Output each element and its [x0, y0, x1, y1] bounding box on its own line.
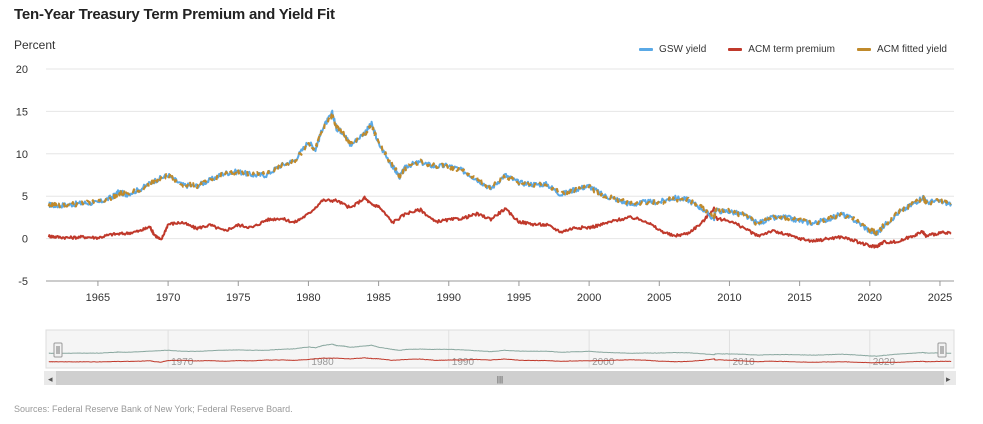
series-line-acm-term-premium[interactable]: [47, 195, 952, 249]
legend-swatch-gsw: [639, 48, 654, 51]
scroll-right-arrow-icon[interactable]: ▸: [946, 374, 951, 384]
x-tick-label: 1985: [366, 292, 390, 304]
x-tick-label: 1975: [226, 292, 250, 304]
scrollbar-thumb[interactable]: [56, 371, 944, 385]
y-tick-label: 0: [22, 234, 28, 246]
x-tick-label: 2020: [858, 292, 882, 304]
x-tick-label: 2025: [928, 292, 952, 304]
legend-item-acm-fitted-yield[interactable]: ACM fitted yield: [856, 44, 947, 55]
scrollbar-grip-icon: |||: [497, 375, 503, 384]
source-note: Sources: Federal Reserve Bank of New Yor…: [14, 404, 293, 414]
y-tick-label: 10: [16, 149, 28, 161]
series-line-gsw-yield[interactable]: [48, 109, 953, 237]
y-tick-label: 5: [22, 191, 28, 203]
x-tick-label: 1990: [437, 292, 461, 304]
scroll-left-arrow-icon[interactable]: ◂: [48, 374, 53, 384]
legend-swatch-acm-tp: [728, 48, 743, 51]
x-tick-label: 1980: [296, 292, 320, 304]
legend-swatch-acm-fy: [856, 48, 871, 51]
legend-label-gsw: GSW yield: [659, 44, 707, 55]
navigator[interactable]: 1970 1980 1990 2000 2010 2020◂ ▸|||: [0, 328, 983, 388]
y-tick-label: -5: [18, 276, 28, 288]
legend-item-gsw-yield[interactable]: GSW yield: [639, 44, 706, 55]
series-line-acm-fitted-yield[interactable]: [47, 113, 952, 236]
navigator-tick-label: 2000: [592, 357, 615, 368]
x-tick-label: 2005: [647, 292, 671, 304]
legend: GSW yield ACM term premium ACM fitted yi…: [639, 44, 947, 55]
x-tick-label: 2000: [577, 292, 601, 304]
legend-item-acm-term-premium[interactable]: ACM term premium: [728, 44, 835, 55]
navigator-tick-label: 1990: [452, 357, 475, 368]
navigator-tick-label: 1980: [311, 357, 334, 368]
legend-label-acm-tp: ACM term premium: [748, 44, 835, 55]
x-tick-label: 1965: [86, 292, 110, 304]
x-tick-label: 2010: [717, 292, 741, 304]
navigator-right-handle[interactable]: [937, 342, 947, 358]
x-tick-label: 2015: [787, 292, 811, 304]
legend-label-acm-fy: ACM fitted yield: [876, 44, 947, 55]
x-tick-label: 1995: [507, 292, 531, 304]
y-tick-label: 15: [16, 106, 28, 118]
navigator-tick-label: 2010: [732, 357, 755, 368]
navigator-tick-label: 1970: [171, 357, 194, 368]
navigator-left-handle[interactable]: [53, 342, 63, 358]
navigator-series: [48, 343, 952, 357]
navigator-series: [48, 357, 952, 364]
y-tick-label: 20: [16, 64, 28, 76]
chart-title: Ten-Year Treasury Term Premium and Yield…: [14, 6, 335, 23]
y-axis-label: Percent: [14, 38, 56, 52]
x-tick-label: 1970: [156, 292, 180, 304]
